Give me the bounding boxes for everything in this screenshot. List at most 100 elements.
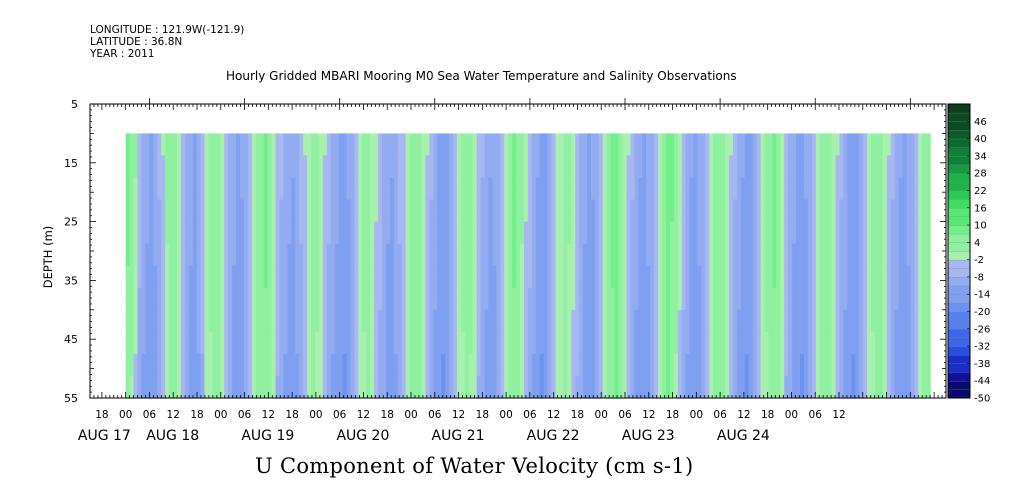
heatmap-cell — [129, 199, 135, 223]
heatmap-cell — [591, 177, 596, 201]
heatmap-cell — [598, 221, 604, 245]
heatmap-cell — [508, 287, 513, 311]
heatmap-cell — [299, 309, 304, 333]
heatmap-cell — [811, 133, 817, 157]
heatmap-cell — [563, 199, 568, 223]
heatmap-cell — [594, 331, 600, 355]
heatmap-cell — [307, 287, 312, 311]
heatmap-cell — [149, 155, 154, 179]
heatmap-cell — [591, 221, 596, 245]
heatmap-cell — [926, 243, 931, 267]
x-hour-tick-label: 00 — [499, 409, 512, 421]
heatmap-cell — [196, 133, 202, 157]
heatmap-cell — [587, 287, 592, 311]
heatmap-cell — [460, 221, 466, 245]
heatmap-cell — [677, 353, 683, 377]
heatmap-cell — [240, 199, 245, 223]
heatmap-cell — [772, 243, 777, 267]
x-hour-tick-label: 18 — [190, 409, 203, 421]
heatmap-cell — [752, 221, 758, 245]
heatmap-cell — [433, 133, 438, 157]
longitude-text: LONGITUDE : 121.9W(-121.9) — [90, 24, 245, 36]
heatmap-cell — [291, 353, 296, 377]
heatmap-cell — [484, 243, 490, 267]
heatmap-cell — [646, 177, 651, 201]
heatmap-cell — [516, 375, 521, 399]
heatmap-cell — [496, 375, 501, 399]
heatmap-cell — [382, 287, 387, 311]
heatmap-cell — [874, 331, 880, 355]
heatmap-cell — [886, 177, 892, 201]
heatmap-cell — [646, 221, 651, 245]
heatmap-cell — [744, 265, 750, 289]
heatmap-cell — [784, 133, 789, 157]
x-hour-tick-label: 06 — [238, 409, 252, 421]
colorbar-band — [947, 224, 971, 235]
heatmap-cell — [496, 309, 501, 333]
heatmap-cell — [851, 331, 856, 355]
heatmap-cell — [176, 375, 182, 399]
heatmap-cell — [618, 353, 624, 377]
heatmap-cell — [914, 265, 919, 289]
heatmap-cell — [819, 133, 825, 157]
heatmap-cell — [902, 331, 908, 355]
heatmap-cell — [567, 309, 572, 333]
heatmap-cell — [220, 287, 225, 311]
heatmap-cell — [725, 199, 730, 223]
heatmap-cell — [732, 331, 738, 355]
heatmap-cell — [275, 177, 281, 201]
heatmap-cell — [886, 375, 892, 399]
y-tick-label: 25 — [64, 216, 78, 229]
heatmap-cell — [149, 353, 154, 377]
heatmap-cell — [729, 155, 734, 179]
heatmap-cell — [488, 133, 494, 157]
heatmap-cell — [220, 265, 225, 289]
heatmap-cell — [630, 265, 635, 289]
heatmap-cell — [780, 353, 785, 377]
heatmap-cell — [579, 353, 584, 377]
heatmap-cell — [263, 155, 269, 179]
heatmap-cell — [918, 265, 923, 289]
heatmap-cell — [504, 199, 509, 223]
heatmap-cell — [626, 309, 632, 333]
heatmap-cell — [800, 133, 805, 157]
heatmap-cell — [803, 265, 809, 289]
heatmap-cell — [780, 199, 785, 223]
heatmap-cell — [169, 265, 174, 289]
heatmap-cell — [417, 133, 423, 157]
heatmap-cell — [823, 221, 829, 245]
heatmap-cell — [125, 243, 131, 267]
heatmap-cell — [295, 353, 300, 377]
heatmap-cell — [567, 331, 572, 355]
heatmap-cell — [768, 199, 773, 223]
heatmap-cell — [709, 287, 714, 311]
heatmap-cell — [906, 375, 912, 399]
heatmap-cell — [350, 287, 355, 311]
heatmap-cell — [784, 353, 789, 377]
heatmap-cell — [172, 331, 178, 355]
heatmap-cell — [638, 331, 643, 355]
heatmap-cell — [725, 133, 730, 157]
heatmap-cell — [385, 177, 391, 201]
heatmap-cell — [559, 265, 564, 289]
colorbar-band — [947, 337, 971, 347]
heatmap-cell — [220, 331, 225, 355]
heatmap-cell — [259, 133, 265, 157]
heatmap-cell — [192, 309, 198, 333]
heatmap-cell — [512, 331, 517, 355]
heatmap-cell — [650, 155, 655, 179]
heatmap-cell — [902, 221, 908, 245]
heatmap-cell — [204, 331, 210, 355]
heatmap-cell — [129, 177, 135, 201]
heatmap-cell — [334, 353, 340, 377]
heatmap-cell — [559, 309, 564, 333]
heatmap-cell — [807, 155, 813, 179]
heatmap-cell — [788, 331, 793, 355]
heatmap-cell — [922, 177, 927, 201]
heatmap-cell — [878, 309, 884, 333]
heatmap-cell — [898, 265, 904, 289]
heatmap-cell — [330, 265, 336, 289]
heatmap-cell — [563, 265, 568, 289]
heatmap-cell — [397, 155, 403, 179]
heatmap-cell — [401, 309, 407, 333]
